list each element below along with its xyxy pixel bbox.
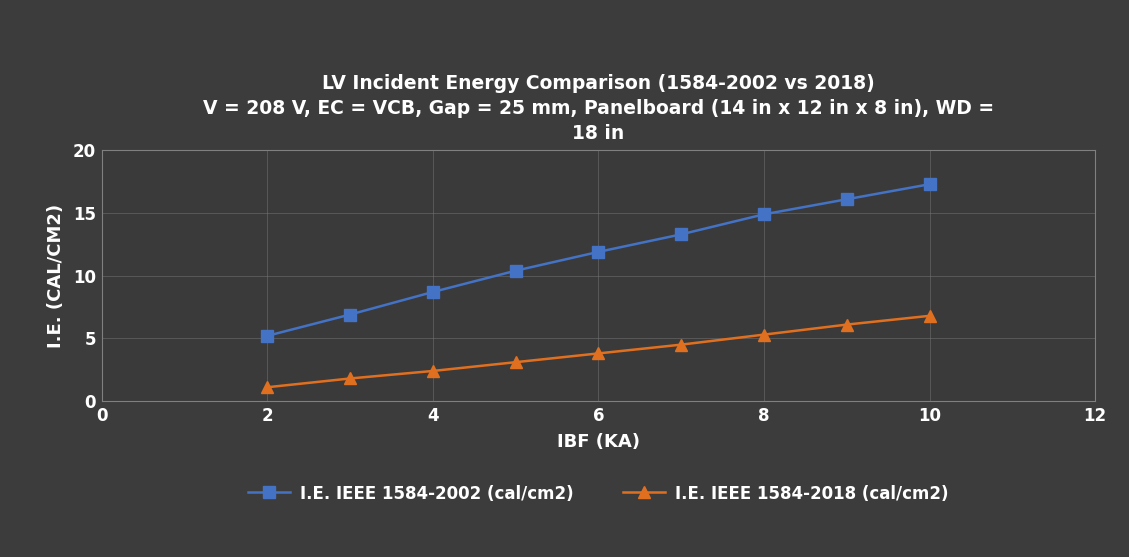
I.E. IEEE 1584-2018 (cal/cm2) xyxy=(426,368,439,374)
Legend: I.E. IEEE 1584-2002 (cal/cm2), I.E. IEEE 1584-2018 (cal/cm2): I.E. IEEE 1584-2002 (cal/cm2), I.E. IEEE… xyxy=(248,485,948,502)
I.E. IEEE 1584-2002 (cal/cm2) xyxy=(261,333,274,339)
I.E. IEEE 1584-2002 (cal/cm2) xyxy=(922,181,936,188)
Line: I.E. IEEE 1584-2002 (cal/cm2): I.E. IEEE 1584-2002 (cal/cm2) xyxy=(261,178,936,342)
I.E. IEEE 1584-2018 (cal/cm2) xyxy=(758,331,771,338)
I.E. IEEE 1584-2002 (cal/cm2) xyxy=(674,231,688,238)
I.E. IEEE 1584-2002 (cal/cm2) xyxy=(426,289,439,295)
I.E. IEEE 1584-2018 (cal/cm2) xyxy=(840,321,854,328)
I.E. IEEE 1584-2018 (cal/cm2) xyxy=(592,350,605,356)
I.E. IEEE 1584-2002 (cal/cm2) xyxy=(840,196,854,203)
I.E. IEEE 1584-2002 (cal/cm2) xyxy=(343,311,357,318)
I.E. IEEE 1584-2018 (cal/cm2) xyxy=(674,341,688,348)
Line: I.E. IEEE 1584-2018 (cal/cm2): I.E. IEEE 1584-2018 (cal/cm2) xyxy=(261,310,936,393)
Title: LV Incident Energy Comparison (1584-2002 vs 2018)
V = 208 V, EC = VCB, Gap = 25 : LV Incident Energy Comparison (1584-2002… xyxy=(203,74,994,143)
I.E. IEEE 1584-2002 (cal/cm2) xyxy=(509,267,523,274)
I.E. IEEE 1584-2018 (cal/cm2) xyxy=(509,359,523,365)
X-axis label: IBF (KA): IBF (KA) xyxy=(557,433,640,451)
I.E. IEEE 1584-2002 (cal/cm2) xyxy=(758,211,771,218)
I.E. IEEE 1584-2018 (cal/cm2) xyxy=(343,375,357,382)
I.E. IEEE 1584-2002 (cal/cm2) xyxy=(592,248,605,255)
I.E. IEEE 1584-2018 (cal/cm2) xyxy=(922,312,936,319)
Y-axis label: I.E. (CAL/CM2): I.E. (CAL/CM2) xyxy=(46,204,64,348)
I.E. IEEE 1584-2018 (cal/cm2) xyxy=(261,384,274,390)
